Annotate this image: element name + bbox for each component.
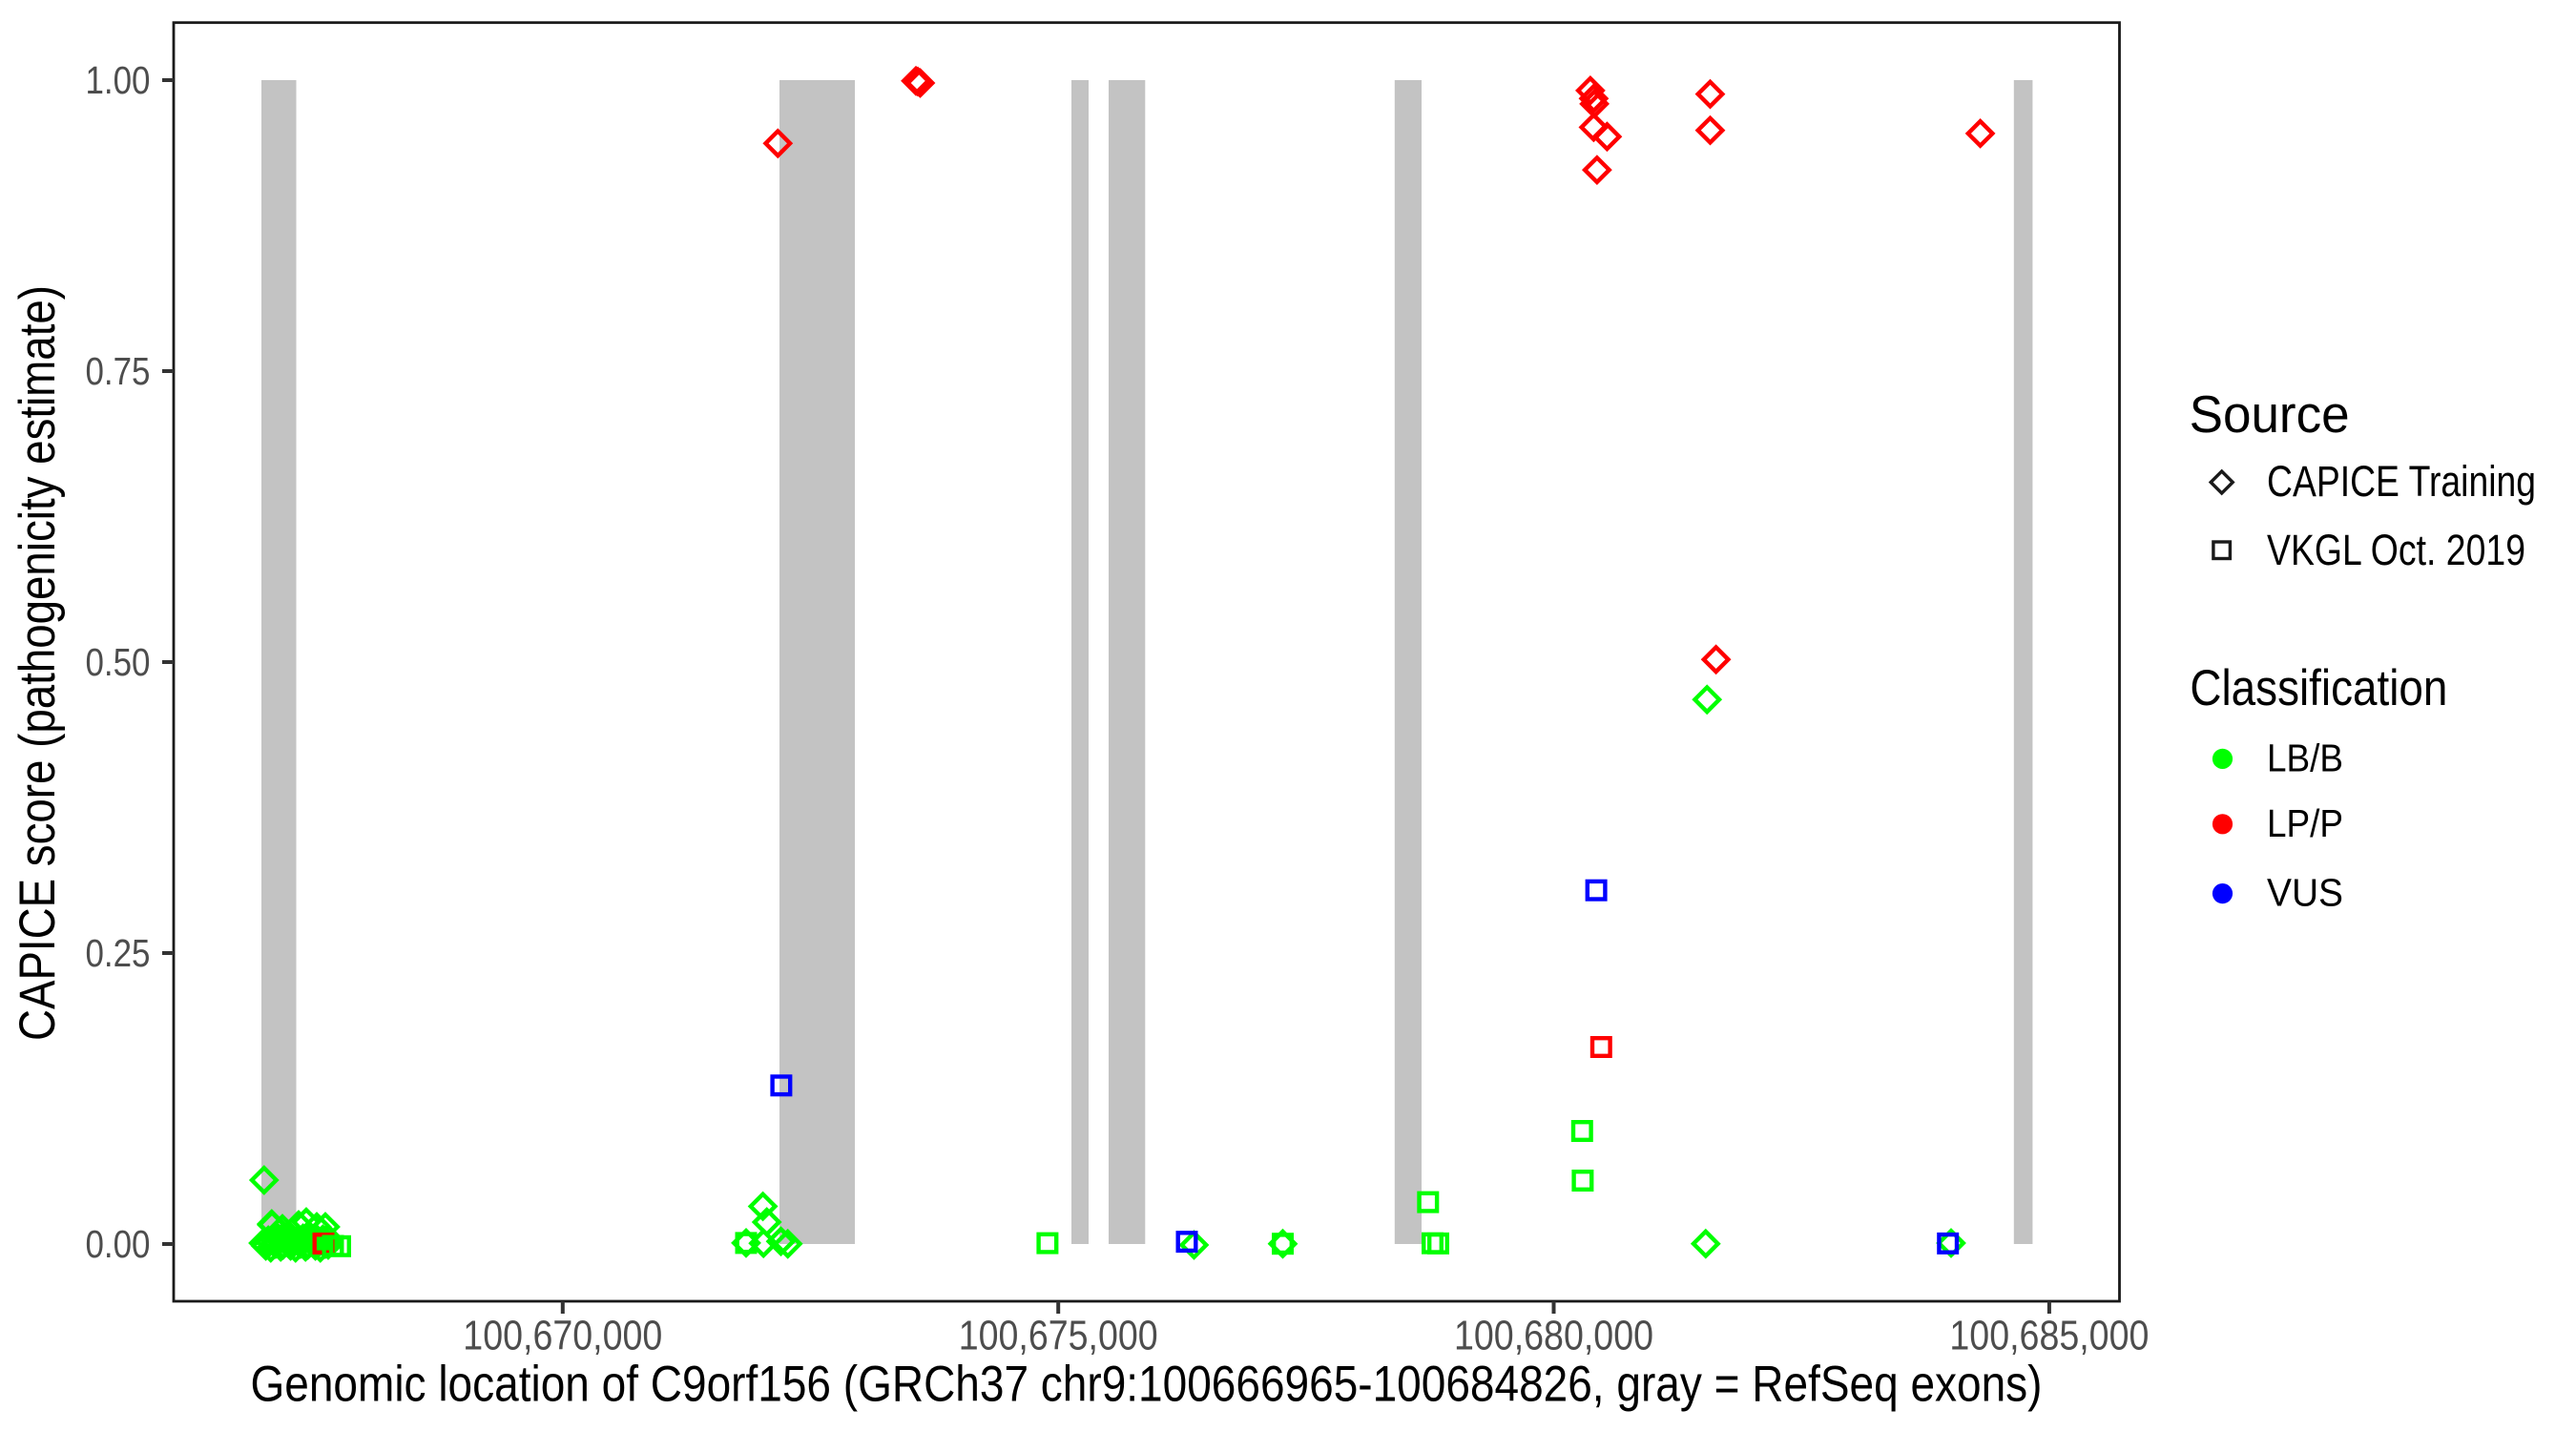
svg-text:LB/B: LB/B [2267,736,2343,779]
svg-text:100,680,000: 100,680,000 [1454,1313,1653,1358]
svg-text:100,685,000: 100,685,000 [1949,1313,2149,1358]
svg-text:1.00: 1.00 [86,58,151,102]
svg-text:0.00: 0.00 [86,1222,151,1266]
svg-text:LP/P: LP/P [2267,801,2343,845]
svg-text:CAPICE Training: CAPICE Training [2267,457,2536,506]
svg-text:Source: Source [2190,384,2350,444]
svg-text:CAPICE score (pathogenicity es: CAPICE score (pathogenicity estimate) [10,285,66,1041]
svg-text:Genomic location of C9orf156 (: Genomic location of C9orf156 (GRCh37 chr… [251,1358,2043,1413]
svg-text:Classification: Classification [2190,660,2447,716]
svg-text:0.75: 0.75 [86,349,151,393]
svg-text:100,670,000: 100,670,000 [463,1313,662,1358]
svg-text:0.50: 0.50 [86,640,151,684]
svg-text:0.25: 0.25 [86,931,151,975]
svg-text:VUS: VUS [2267,871,2343,915]
svg-text:100,675,000: 100,675,000 [959,1313,1158,1358]
svg-text:VKGL Oct. 2019: VKGL Oct. 2019 [2267,526,2525,574]
